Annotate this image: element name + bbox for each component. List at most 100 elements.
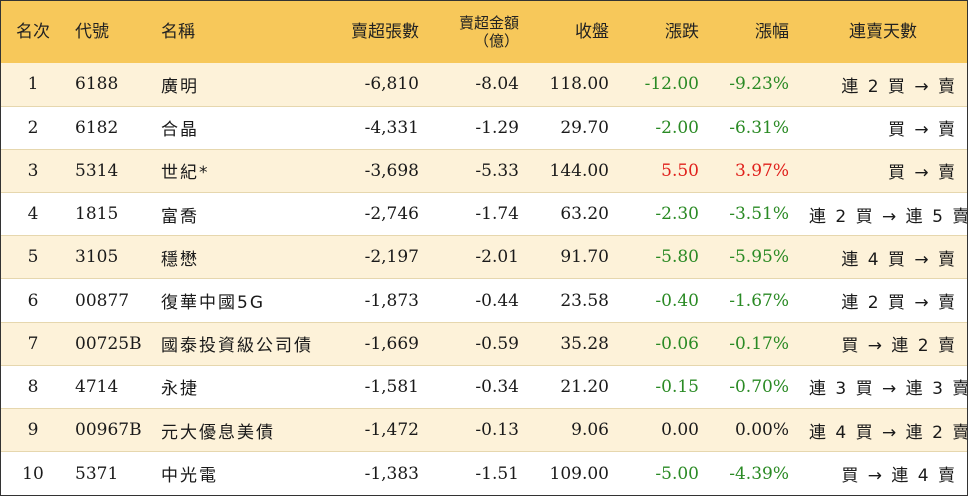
cell-net-sell-shares: -1,581 <box>329 364 429 409</box>
cell-net-sell-amount: -1.51 <box>429 451 529 495</box>
cell-change: -0.15 <box>619 364 709 409</box>
cell-name: 中光電 <box>151 451 329 495</box>
cell-net-sell-shares: -1,383 <box>329 451 429 495</box>
cell-code: 00967B <box>65 407 151 452</box>
header-change: 漲跌 <box>665 22 699 42</box>
table-row: 7 00725B 國泰投資級公司債 -1,669 -0.59 35.28 -0.06 -0.1… <box>1 321 967 366</box>
cell-change: -0.40 <box>619 278 709 323</box>
table-row: 5 3105 穩懋 -2,197 -2.01 91.70 -5.80 -5.95% 連 4 買 … <box>1 235 967 279</box>
cell-net-sell-amount: -8.04 <box>475 74 519 95</box>
header-name: 名稱 <box>161 22 195 42</box>
header-net-sell-amount-unit: （億） <box>473 32 519 50</box>
cell-rank: 9 <box>1 407 65 452</box>
cell-code: 4714 <box>65 364 151 409</box>
cell-change: -5.80 <box>619 235 709 279</box>
cell-net-sell-shares: -6,810 <box>364 74 419 95</box>
header-rank: 名次 <box>16 22 50 42</box>
cell-change-pct: -6.31% <box>709 105 799 150</box>
cell-change: -2.30 <box>619 192 709 236</box>
header-net-sell-amount-label: 賣超金額 <box>458 14 519 32</box>
header-streak: 連賣天數 <box>849 22 917 42</box>
cell-change-pct: -0.70% <box>709 364 799 409</box>
cell-close: 35.28 <box>529 321 619 366</box>
cell-streak: 連 4 買 → 賣 <box>799 235 967 279</box>
header-row: 名次 代號 名稱 賣超張數 賣超金額 （億） 收盤 漲跌 漲幅 連賣天數 <box>1 1 967 63</box>
cell-close: 63.20 <box>529 192 619 236</box>
cell-change-pct: -0.17% <box>709 321 799 366</box>
cell-rank: 1 <box>27 74 39 95</box>
cell-change: 0.00 <box>619 407 709 452</box>
cell-close: 91.70 <box>529 235 619 279</box>
cell-net-sell-amount: -0.34 <box>429 364 529 409</box>
cell-streak: 買 → 賣 <box>799 105 967 150</box>
header-net-sell-shares: 賣超張數 <box>351 22 419 42</box>
header-close: 收盤 <box>575 22 609 42</box>
cell-net-sell-shares: -1,669 <box>329 321 429 366</box>
cell-net-sell-amount: -1.29 <box>429 105 529 150</box>
cell-net-sell-shares: -2,197 <box>329 235 429 279</box>
cell-rank: 8 <box>1 364 65 409</box>
cell-name: 國泰投資級公司債 <box>151 321 329 366</box>
cell-close: 109.00 <box>529 451 619 495</box>
cell-code: 3105 <box>65 235 151 279</box>
header-net-sell-amount: 賣超金額 （億） <box>429 1 529 63</box>
cell-name: 穩懋 <box>151 235 329 279</box>
table-row: 1 6188 廣明 -6,810 -8.04 118.00 -12.00 -9.23% 連 2 … <box>1 63 967 107</box>
cell-streak: 買 → 連 2 賣 <box>799 321 967 366</box>
cell-name: 富喬 <box>151 192 329 236</box>
table-row: 9 00967B 元大優息美債 -1,472 -0.13 9.06 0.00 0.00% 連 4… <box>1 407 967 452</box>
cell-code: 6182 <box>65 105 151 150</box>
cell-code: 5314 <box>65 148 151 193</box>
cell-code: 00725B <box>65 321 151 366</box>
cell-code: 1815 <box>65 192 151 236</box>
cell-name: 復華中國5G <box>151 278 329 323</box>
cell-streak: 連 2 買 → 賣 <box>841 76 957 97</box>
cell-rank: 6 <box>1 278 65 323</box>
cell-name: 合晶 <box>151 105 329 150</box>
table-body: 1 6188 廣明 -6,810 -8.04 118.00 -12.00 -9.23% 連 2 … <box>1 63 967 495</box>
cell-close: 9.06 <box>529 407 619 452</box>
cell-streak: 連 4 買 → 連 2 賣 <box>799 407 967 452</box>
cell-close: 21.20 <box>529 364 619 409</box>
cell-net-sell-shares: -1,873 <box>329 278 429 323</box>
cell-code: 5371 <box>65 451 151 495</box>
cell-change-pct: -1.67% <box>709 278 799 323</box>
cell-streak: 連 2 買 → 賣 <box>799 278 967 323</box>
table-header: 名次 代號 名稱 賣超張數 賣超金額 （億） 收盤 漲跌 漲幅 連賣天數 <box>1 1 967 63</box>
cell-net-sell-shares: -3,698 <box>329 148 429 193</box>
cell-net-sell-amount: -0.13 <box>429 407 529 452</box>
cell-close: 144.00 <box>529 148 619 193</box>
cell-rank: 4 <box>1 192 65 236</box>
cell-change-pct: -4.39% <box>709 451 799 495</box>
cell-net-sell-shares: -2,746 <box>329 192 429 236</box>
cell-code: 00877 <box>65 278 151 323</box>
cell-close: 118.00 <box>549 74 609 95</box>
table-row: 2 6182 合晶 -4,331 -1.29 29.70 -2.00 -6.31% 買 → 賣 <box>1 105 967 150</box>
cell-rank: 5 <box>1 235 65 279</box>
header-code: 代號 <box>75 22 109 42</box>
cell-rank: 10 <box>1 451 65 495</box>
cell-rank: 3 <box>1 148 65 193</box>
cell-net-sell-amount: -5.33 <box>429 148 529 193</box>
cell-change-pct: -5.95% <box>709 235 799 279</box>
cell-close: 23.58 <box>529 278 619 323</box>
cell-change-pct: -9.23% <box>729 74 789 95</box>
cell-net-sell-amount: -2.01 <box>429 235 529 279</box>
cell-close: 29.70 <box>529 105 619 150</box>
cell-code: 6188 <box>75 74 119 95</box>
cell-name: 元大優息美債 <box>151 407 329 452</box>
cell-streak: 連 3 買 → 連 3 賣 <box>799 364 967 409</box>
table-row: 10 5371 中光電 -1,383 -1.51 109.00 -5.00 -4.39% 買 →… <box>1 451 967 495</box>
cell-name: 世紀* <box>151 148 329 193</box>
cell-change: 5.50 <box>619 148 709 193</box>
cell-rank: 2 <box>1 105 65 150</box>
table-row: 6 00877 復華中國5G -1,873 -0.44 23.58 -0.40 -1.67% 連… <box>1 278 967 323</box>
cell-net-sell-amount: -0.59 <box>429 321 529 366</box>
cell-rank: 7 <box>1 321 65 366</box>
cell-change-pct: 0.00% <box>709 407 799 452</box>
header-change-pct: 漲幅 <box>755 22 789 42</box>
cell-streak: 買 → 連 4 賣 <box>799 451 967 495</box>
cell-change-pct: -3.51% <box>709 192 799 236</box>
